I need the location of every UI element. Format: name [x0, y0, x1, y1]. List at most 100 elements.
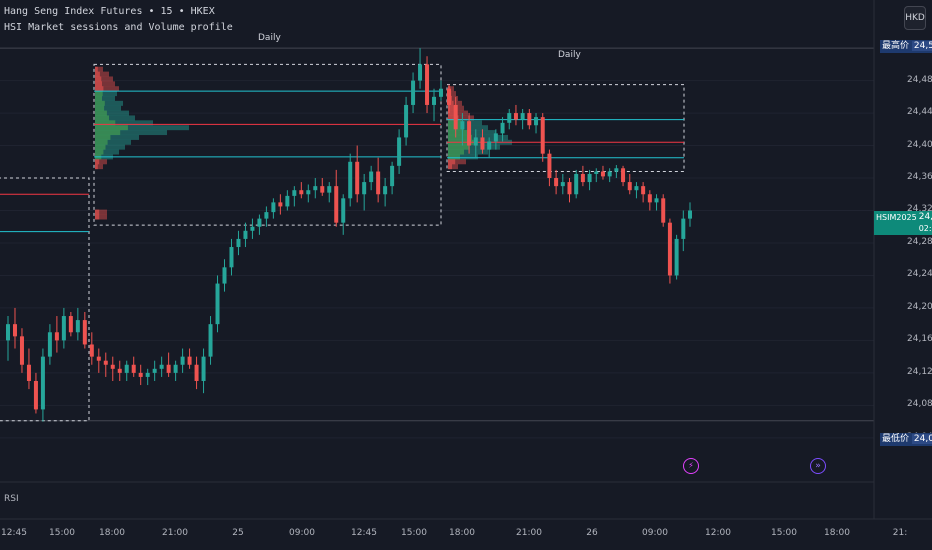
profile-bar [448, 159, 466, 165]
candle-body [292, 190, 297, 196]
price-tick-label: 24,480 [907, 74, 932, 85]
candle-body [674, 238, 679, 276]
time-tick-label: 09:00 [642, 528, 668, 538]
price-tick-label: 24,200 [907, 301, 932, 312]
bar-countdown: 02:11 [918, 224, 932, 233]
high-price-value: 24,520 [911, 41, 932, 51]
price-tick-label: 24,280 [907, 236, 932, 247]
profile-bar [95, 95, 115, 101]
profile-bar-buy [95, 76, 102, 82]
profile-bar-buy [95, 71, 100, 77]
time-tick-label: 15:00 [771, 528, 797, 538]
candle-body [201, 356, 206, 381]
candle-body [33, 380, 38, 410]
profile-bar [448, 164, 458, 170]
profile-bar [95, 76, 113, 82]
profile-bar [95, 164, 103, 170]
candle-body [383, 186, 388, 195]
candle-body [215, 283, 220, 325]
candle-body [641, 186, 646, 195]
candle-body [390, 165, 395, 187]
time-tick-label: 09:00 [289, 528, 315, 538]
profile-bar [95, 130, 167, 136]
session-label-1: Daily [258, 33, 281, 43]
candle-body [166, 364, 171, 373]
candle-body [587, 173, 592, 183]
profile-bar [95, 139, 131, 145]
profile-bar [95, 149, 119, 155]
session-box-day1 [93, 63, 442, 226]
candle-body [285, 195, 290, 207]
candle-body [369, 171, 374, 183]
profile-bar [95, 115, 135, 121]
lightning-icon[interactable]: ⚡ [683, 458, 699, 474]
candle-body [110, 364, 115, 369]
session-label-2: Daily [558, 50, 581, 60]
profile-bar-buy [95, 115, 109, 121]
profile-bar [95, 125, 189, 131]
profile-bar-buy [95, 66, 98, 72]
candle-body [75, 320, 80, 333]
profile-bar [448, 95, 458, 101]
candle-body [574, 173, 579, 195]
candle-body [411, 80, 416, 105]
profile-bar-buy [448, 164, 452, 170]
currency-button[interactable]: HKD [904, 6, 926, 30]
candle-body [647, 194, 652, 203]
profile-bar-buy [448, 134, 472, 140]
profile-bar [448, 149, 488, 155]
profile-bar [448, 154, 478, 160]
candle-body [376, 171, 381, 195]
candle-body [6, 324, 10, 341]
time-tick-label: 25 [232, 528, 244, 538]
profile-bar [448, 100, 462, 106]
indicator-legend[interactable]: HSI Market sessions and Volume profile [4, 22, 233, 33]
candle-body [681, 218, 686, 239]
profile-bar-buy [95, 100, 105, 106]
price-tick-label: 24,400 [907, 139, 932, 150]
candle-body [96, 356, 101, 361]
rsi-pane-label[interactable]: RSI [4, 494, 19, 504]
candle-body [621, 168, 626, 183]
candle-body [89, 344, 94, 357]
profile-bar-buy [95, 110, 107, 116]
candle-body [473, 137, 478, 146]
candle-body [117, 368, 122, 373]
time-tick-label: 18:00 [99, 528, 125, 538]
current-price-tag: HSIM2025 24,320 02:11 [874, 211, 932, 235]
candle-body [600, 171, 605, 177]
profile-bar-buy [95, 125, 128, 131]
candle-body [264, 212, 269, 219]
profile-bar [95, 110, 129, 116]
candle-body [460, 121, 465, 130]
session-box-prev [0, 177, 90, 422]
time-tick-label: 12:00 [705, 528, 731, 538]
profile-bar-buy [95, 209, 100, 215]
profile-bar [95, 214, 107, 220]
candle-body [257, 218, 262, 227]
candlesticks [6, 48, 692, 422]
candle-body [493, 133, 498, 142]
profile-bar-buy [448, 149, 464, 155]
candle-body [299, 190, 304, 195]
candle-body [513, 113, 518, 120]
profile-bar [95, 120, 153, 126]
profile-bar-buy [448, 105, 455, 111]
current-price-value: 24,320 [918, 212, 932, 222]
candle-body [229, 247, 234, 268]
profile-bar [95, 105, 121, 111]
candle-body [554, 178, 559, 187]
time-tick-label: 21: [892, 528, 908, 538]
candle-body [68, 316, 73, 333]
profile-bar-buy [448, 154, 460, 160]
profile-bar-buy [95, 164, 98, 170]
candle-body [534, 117, 539, 126]
low-price-label: 最低价 [882, 434, 910, 444]
candle-body [540, 117, 545, 154]
candle-body [355, 161, 360, 195]
low-price-tag: 最低价 24,061 [880, 433, 932, 446]
fast-forward-icon[interactable]: » [810, 458, 826, 474]
symbol-legend[interactable]: Hang Seng Index Futures • 15 • HKEX [4, 6, 215, 17]
candle-body [404, 104, 409, 138]
